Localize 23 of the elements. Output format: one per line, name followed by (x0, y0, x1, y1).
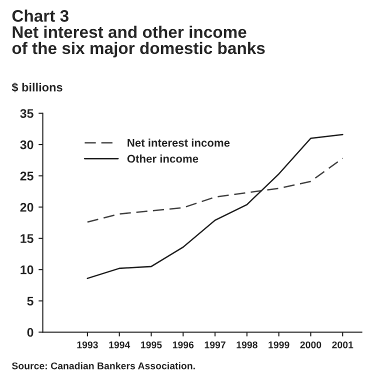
y-tick-label: 0 (27, 328, 34, 337)
y-tick-label: 15 (20, 234, 34, 244)
y-tick-label: 35 (20, 109, 34, 118)
x-tick-label: 1997 (204, 341, 226, 348)
y-tick-label: 25 (20, 172, 34, 180)
x-tick-label: 1999 (268, 341, 290, 348)
line-series (86, 134, 344, 280)
y-tick-label: 30 (20, 140, 34, 150)
source-note: Source: Canadian Bankers Association. (12, 362, 195, 370)
y-tick-label: 20 (20, 202, 34, 212)
y-tick-label: 10 (20, 265, 34, 274)
x-tick-label: 2000 (300, 341, 322, 348)
x-tick-label: 1993 (77, 341, 98, 348)
y-axis-title: $ billions (12, 82, 62, 92)
x-tick-label: 1995 (141, 341, 162, 348)
x-tick-label: 1996 (172, 341, 194, 348)
y-tick-label: 5 (27, 296, 34, 306)
chart-title: Chart 3 Net interest and other income of the six major domestic banks (12, 10, 265, 58)
x-tick-label: 1994 (109, 341, 130, 348)
legend-label: Net interest income (128, 138, 230, 147)
legend-label: Other income (127, 154, 198, 163)
x-tick-label: 1998 (236, 341, 258, 348)
x-tick-label: 2001 (332, 341, 354, 348)
